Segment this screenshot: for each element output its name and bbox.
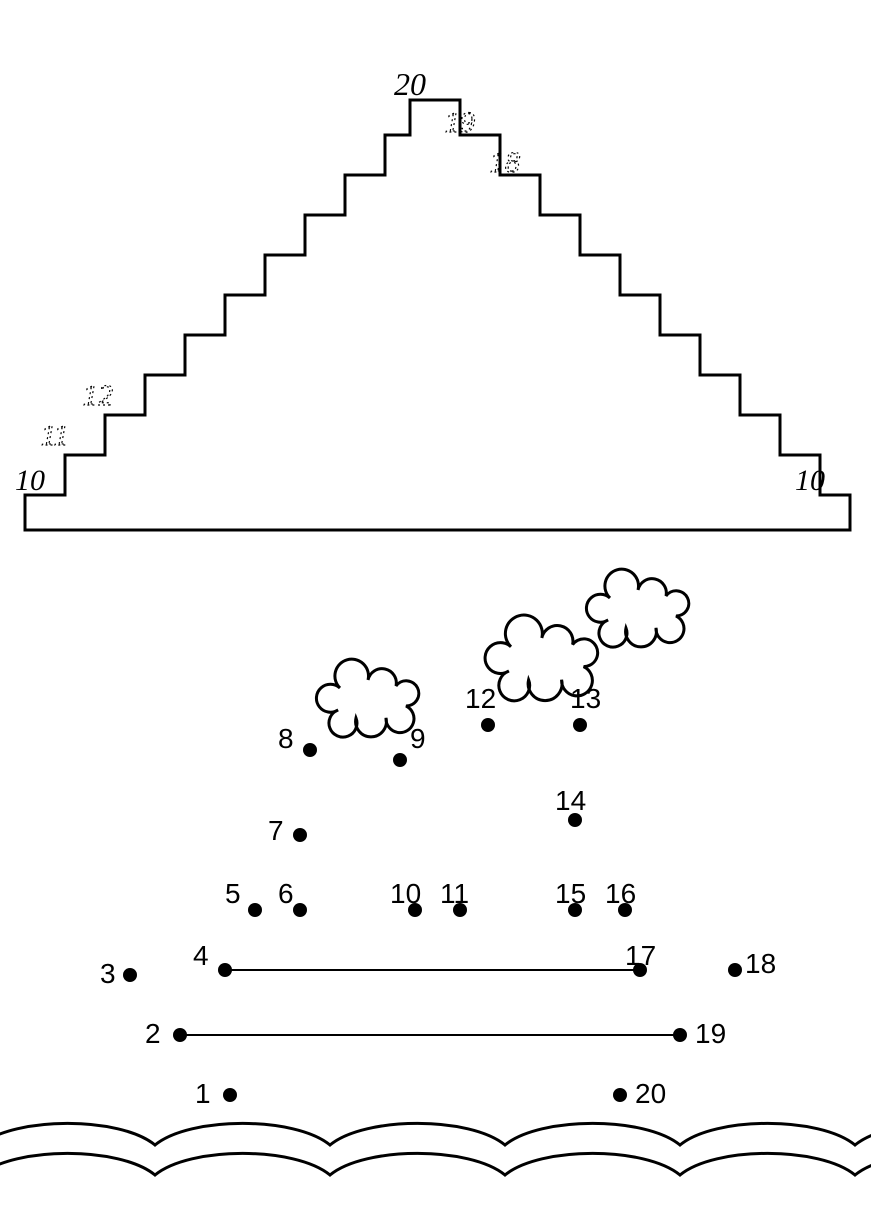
dot-3[interactable] bbox=[123, 968, 137, 982]
dot-label: 4 bbox=[193, 940, 209, 971]
dot-label: 6 bbox=[278, 878, 294, 909]
dot-2[interactable] bbox=[173, 1028, 187, 1042]
dot-label: 3 bbox=[100, 958, 116, 989]
pyramid-label: 18 bbox=[490, 146, 520, 179]
wave-line bbox=[0, 1153, 871, 1175]
dot-5[interactable] bbox=[248, 903, 262, 917]
dot-6[interactable] bbox=[293, 903, 307, 917]
dot-label: 1 bbox=[195, 1078, 211, 1109]
dot-1[interactable] bbox=[223, 1088, 237, 1102]
wave-line bbox=[0, 1123, 871, 1145]
dot-label: 14 bbox=[555, 785, 586, 816]
pyramid-label: 20 bbox=[394, 66, 426, 102]
dot-label: 17 bbox=[625, 940, 656, 971]
dot-18[interactable] bbox=[728, 963, 742, 977]
dot-label: 9 bbox=[410, 723, 426, 754]
dot-label: 18 bbox=[745, 948, 776, 979]
dot-9[interactable] bbox=[393, 753, 407, 767]
dot-20[interactable] bbox=[613, 1088, 627, 1102]
dot-7[interactable] bbox=[293, 828, 307, 842]
cloud-icon bbox=[316, 659, 418, 737]
dot-label: 5 bbox=[225, 878, 241, 909]
dot-12[interactable] bbox=[481, 718, 495, 732]
dot-label: 19 bbox=[695, 1018, 726, 1049]
pyramid-label: 10 bbox=[15, 464, 45, 497]
dot-label: 20 bbox=[635, 1078, 666, 1109]
dot-label: 7 bbox=[268, 815, 284, 846]
dot-label: 8 bbox=[278, 723, 294, 754]
dot-label: 10 bbox=[390, 878, 421, 909]
dot-19[interactable] bbox=[673, 1028, 687, 1042]
dot-8[interactable] bbox=[303, 743, 317, 757]
dot-label: 2 bbox=[145, 1018, 161, 1049]
dot-4[interactable] bbox=[218, 963, 232, 977]
pyramid-outline bbox=[25, 100, 850, 530]
pyramid-label: 12 bbox=[83, 379, 113, 412]
dot-label: 13 bbox=[570, 683, 601, 714]
dot-label: 12 bbox=[465, 683, 496, 714]
dot-label: 15 bbox=[555, 878, 586, 909]
pyramid-label: 10 bbox=[795, 464, 825, 497]
pyramid-label: 11 bbox=[41, 419, 69, 452]
dot-13[interactable] bbox=[573, 718, 587, 732]
dot-label: 16 bbox=[605, 878, 636, 909]
dot-label: 11 bbox=[440, 878, 469, 909]
pyramid-label: 19 bbox=[445, 106, 475, 139]
cloud-icon bbox=[586, 569, 688, 647]
